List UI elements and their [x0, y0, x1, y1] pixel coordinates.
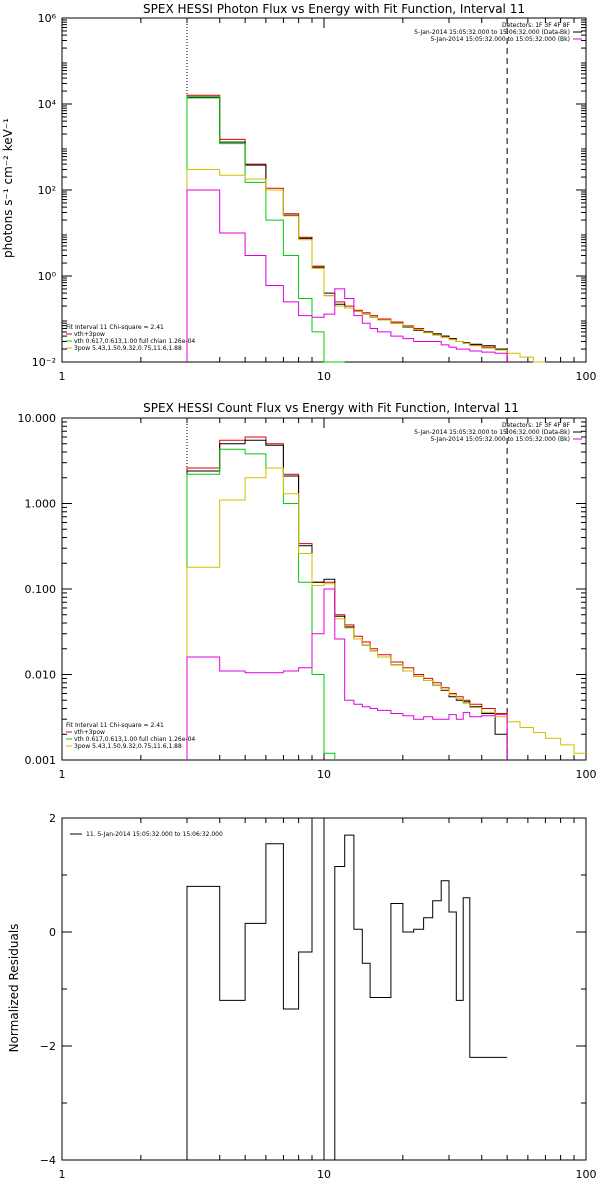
legend-entry-text: 3pow 5.43,1.50,9.32,0.75,11.6,1.88 [74, 743, 182, 750]
series-11-line [186, 817, 508, 1161]
legend-entry-text: Fit Interval 11 Chi-square = 2.41 [66, 722, 164, 729]
series-3pow-line [186, 467, 586, 760]
legend-entry-text: 5-Jan-2014 15:05:32.000 to 15:06:32.000 … [414, 429, 570, 436]
legend-entry-text: vth 0.617,0.613,1.00 full chian 1.26e-04 [74, 338, 195, 345]
x-tick-label: 10 [317, 1168, 331, 1181]
y-tick-label: 10⁶ [38, 12, 57, 25]
y-tick-label: 1.000 [25, 498, 57, 511]
photon-flux-ylabel: photons s⁻¹ cm⁻² keV⁻¹ [1, 118, 15, 258]
count-flux-plot-area: 1 10 100 0.001 0.010 0.100 1.000 10.000 Detector… [18, 412, 597, 781]
residuals-panel: Normalized Residuals 1 10 100 −4 −2 0 2 11. 5-J… [7, 812, 597, 1181]
y-tick-label: 10⁴ [38, 98, 57, 111]
photon-flux-panel: SPEX HESSI Photon Flux vs Energy with Fi… [1, 2, 597, 383]
y-tick-label: −2 [40, 1040, 56, 1053]
x-tick-label: 100 [576, 768, 597, 781]
x-tick-label: 1 [59, 370, 66, 383]
legend-entry-text: vth+3pow [74, 331, 105, 338]
legend-entry-text: 5-Jan-2014 15:05:32.000 to 15:05:32.000 … [430, 36, 570, 43]
photon-flux-title: SPEX HESSI Photon Flux vs Energy with Fi… [143, 2, 525, 16]
legend-entry-text: Detectors: 1F 3F 4F 8F [502, 22, 571, 29]
y-tick-label: 0 [49, 926, 56, 939]
legend-entry-text: 5-Jan-2014 15:05:32.000 to 15:05:32.000 … [430, 436, 570, 443]
y-tick-label: −4 [40, 1154, 56, 1167]
legend-entry-text: Fit Interval 11 Chi-square = 2.41 [66, 324, 164, 331]
x-tick-label: 1 [59, 1168, 66, 1181]
y-tick-label: 0.100 [25, 583, 57, 596]
y-tick-label: 10⁰ [38, 270, 57, 283]
series-vth-line [186, 95, 345, 363]
y-tick-label: 10² [38, 184, 56, 197]
count-flux-panel: SPEX HESSI Count Flux vs Energy with Fit… [18, 401, 597, 781]
legend-entry-text: 5-Jan-2014 15:05:32.000 to 15:06:32.000 … [414, 29, 570, 36]
series-3pow-line [186, 169, 546, 363]
legend-entry-text: 11. 5-Jan-2014 15:05:32.000 to 15:06:32.… [86, 831, 223, 838]
residuals-plot-area: 1 10 100 −4 −2 0 2 11. 5-Jan-2014 15:05:32.000 … [40, 812, 597, 1181]
x-tick-label: 1 [59, 768, 66, 781]
y-tick-label: 0.010 [25, 669, 57, 682]
legend-entry-text: vth 0.617,0.613,1.00 full chian 1.26e-04 [74, 736, 195, 743]
x-tick-label: 100 [576, 370, 597, 383]
legend-entry-text: Detectors: 1F 3F 4F 8F [502, 422, 571, 429]
series-bk-line [186, 189, 508, 362]
residuals-ylabel: Normalized Residuals [7, 924, 21, 1053]
x-tick-label: 10 [317, 768, 331, 781]
y-tick-label: 10.000 [18, 412, 57, 425]
y-tick-label: 2 [49, 812, 56, 825]
count-flux-title: SPEX HESSI Count Flux vs Energy with Fit… [143, 401, 519, 415]
y-tick-label: 0.001 [25, 754, 57, 767]
legend-entry-text: 3pow 5.43,1.50,9.32,0.75,11.6,1.88 [74, 345, 182, 352]
x-tick-label: 100 [576, 1168, 597, 1181]
x-tick-label: 10 [317, 370, 331, 383]
photon-flux-plot-area: 1 10 100 10⁻² 10⁰ 10² 10⁴ 10⁶ Detectors: 1F 3F 4… [32, 12, 597, 383]
series-bk-line [186, 588, 508, 760]
legend-entry-text: vth+3pow [74, 729, 105, 736]
y-tick-label: 10⁻² [32, 356, 56, 369]
